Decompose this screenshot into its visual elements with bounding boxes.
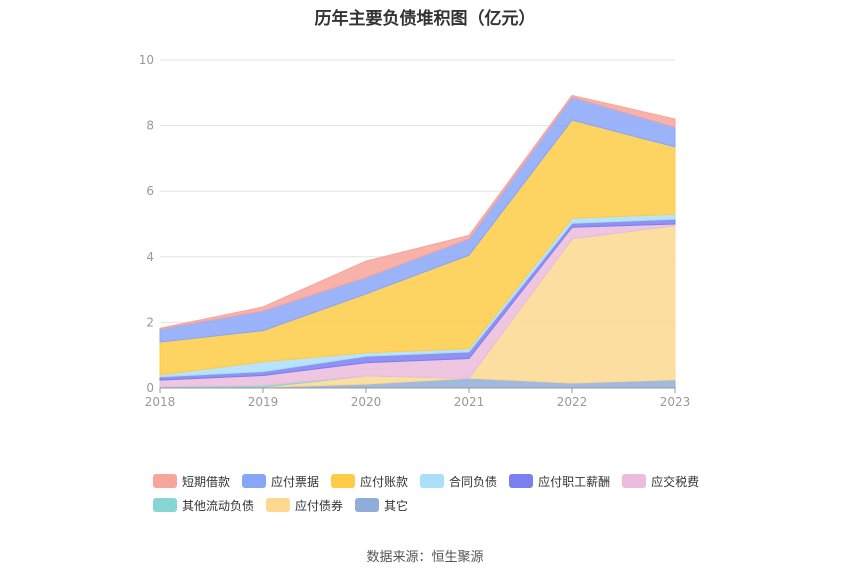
y-tick-label: 4 [146,250,154,264]
legend-swatch [355,498,380,512]
area-series [159,94,676,389]
area-series-短期借款[interactable] [159,94,676,330]
legend-label: 应付票据 [271,474,320,489]
legend-item[interactable]: 其他流动负债 [153,496,254,514]
legend-swatch [153,498,177,512]
y-tick-label: 8 [146,119,154,133]
x-tick-label: 2021 [454,395,485,409]
legend-label: 应付债券 [295,498,344,513]
legend-item[interactable]: 其它 [355,496,408,514]
legend-swatch [153,474,177,488]
legend-item[interactable]: 应付票据 [242,472,319,490]
x-tick-label: 2018 [145,395,176,409]
legend-swatch [622,474,647,488]
legend-swatch [331,474,356,488]
legend-swatch [242,474,267,488]
y-axis: 0 2 4 6 8 10 [139,53,154,395]
x-axis: 2018 2019 2020 2021 2022 2023 [145,387,691,409]
y-tick-label: 2 [146,315,154,329]
legend-swatch [420,474,445,488]
legend-item[interactable]: 应付职工薪酬 [509,472,610,490]
data-source: 数据来源：恒生聚源 [366,550,484,565]
legend-label: 其他流动负债 [182,498,255,513]
chart-title: 历年主要负债堆积图（亿元） [314,9,536,29]
legend-item[interactable]: 短期借款 [153,472,230,490]
legend-swatch [266,498,291,512]
legend-item[interactable]: 应付账款 [331,472,408,490]
x-tick-label: 2019 [248,395,279,409]
legend-label: 短期借款 [182,474,231,489]
legend: 短期借款 应付票据 应付账款 合同负债 应付职工薪酬 应交税费其他流动负债 应付债券 其它 [153,472,733,514]
y-tick-label: 0 [146,381,154,395]
legend-item[interactable]: 合同负债 [420,472,497,490]
y-tick-label: 10 [139,53,154,67]
x-tick-label: 2022 [557,395,588,409]
legend-label: 合同负债 [449,474,498,489]
legend-item[interactable]: 应交税费 [622,472,699,490]
y-tick-label: 6 [146,184,154,198]
legend-item[interactable]: 应付债券 [266,496,343,514]
x-tick-label: 2020 [351,395,382,409]
x-tick-label: 2023 [660,395,691,409]
legend-label: 应交税费 [651,474,700,489]
legend-swatch [509,474,534,488]
legend-label: 其它 [384,498,409,513]
legend-label: 应付账款 [360,474,409,489]
legend-label: 应付职工薪酬 [538,474,611,489]
